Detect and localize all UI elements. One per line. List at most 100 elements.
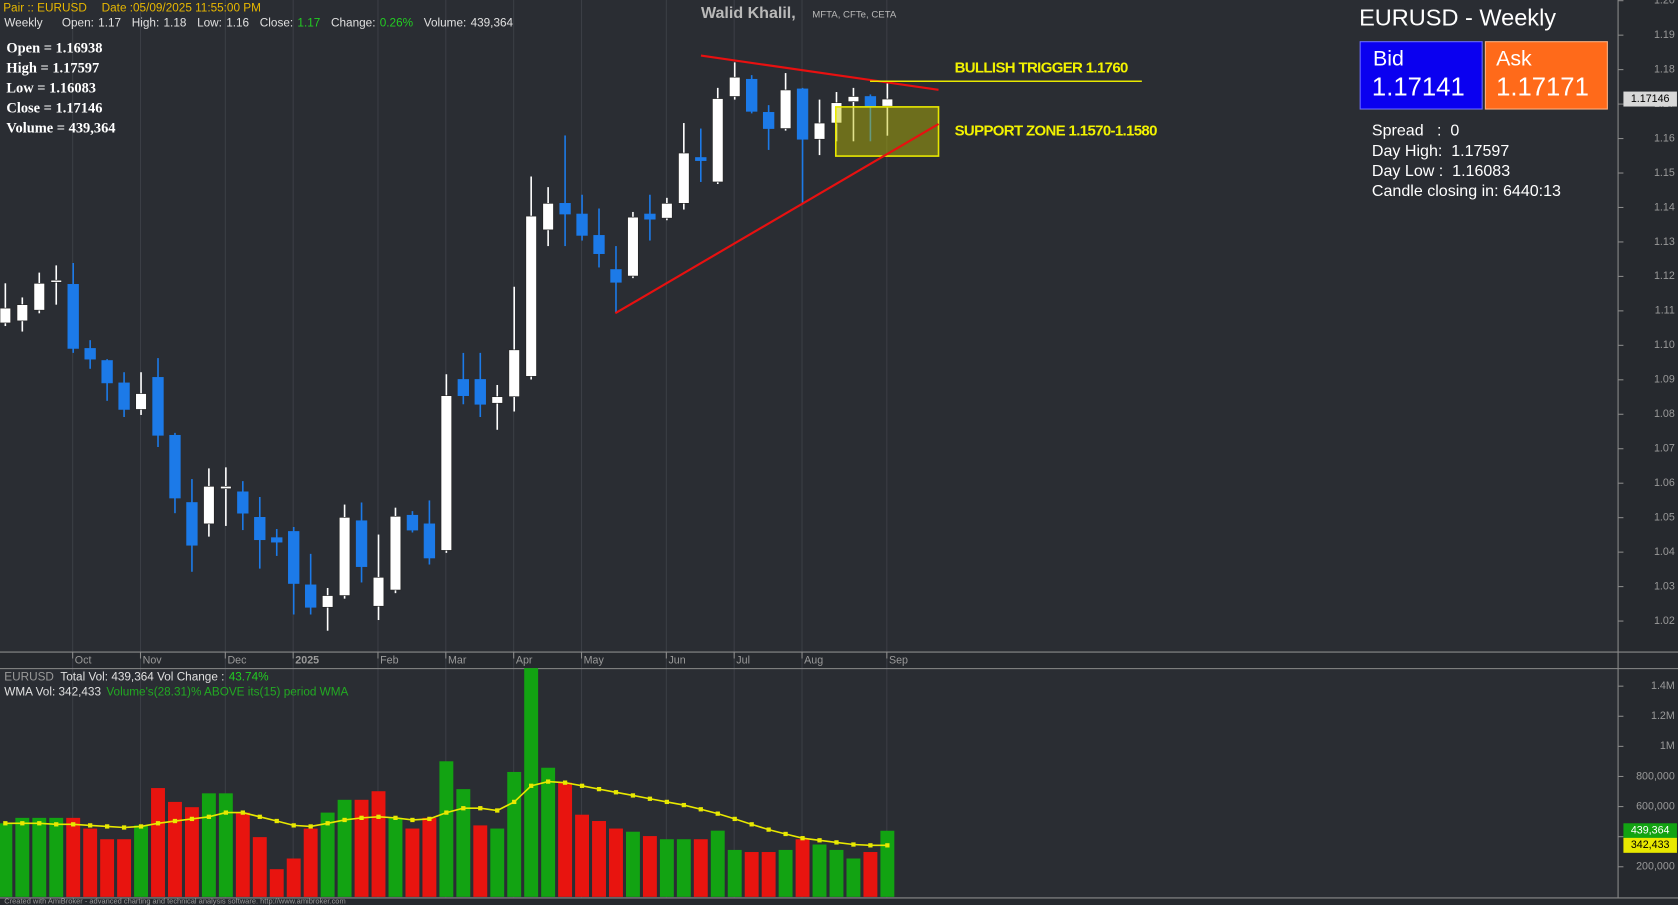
candle-body <box>135 393 147 410</box>
y-tick-label: 1.11 <box>1655 305 1675 317</box>
candle-body <box>678 152 690 204</box>
wma-point <box>834 840 839 845</box>
candle-body <box>542 203 554 231</box>
wma-point <box>630 793 636 798</box>
y-tick-label: 1.07 <box>1654 443 1675 455</box>
wma-point <box>88 823 93 828</box>
candle-body <box>16 304 28 322</box>
candle-body <box>186 502 198 546</box>
wma-point <box>3 821 8 826</box>
x-tick-label: 2025 <box>295 654 319 666</box>
volume-bar <box>49 817 64 897</box>
wma-point <box>206 814 212 819</box>
volume-bar <box>117 839 132 897</box>
volume-bar <box>812 844 827 897</box>
y-tick-label: 1.19 <box>1654 29 1675 41</box>
volume-bar <box>727 849 742 897</box>
wma-point <box>749 822 754 827</box>
volume-bar <box>405 828 420 897</box>
resistance-trendline <box>700 54 939 91</box>
y-tick-label: 1.09 <box>1654 374 1675 386</box>
wma-point <box>715 811 720 816</box>
volume-bar <box>286 858 301 897</box>
volume-bar <box>388 817 403 897</box>
wma-point <box>478 806 483 811</box>
volume-bar <box>83 828 98 897</box>
candle-body <box>406 514 419 531</box>
volume-bar <box>422 817 437 897</box>
ohlc-legend: Open = 1.16938 High = 1.17597 Low = 1.1608… <box>6 40 115 136</box>
credentials: MFTA, CFTe, CETA <box>812 10 897 21</box>
volume-bar <box>184 807 199 897</box>
candle-body <box>762 112 775 129</box>
y-tick-label: 1.08 <box>1654 408 1675 420</box>
x-tick-label: Sep <box>889 654 908 666</box>
candle-body <box>627 216 639 277</box>
y-tick-label: 1.4M <box>1651 680 1675 692</box>
symbol: EURUSD <box>4 671 54 684</box>
volume-bar <box>592 821 606 897</box>
candle-body <box>779 89 792 129</box>
legend-item: Close = 1.17146 <box>6 100 102 116</box>
volume-bar <box>524 668 539 897</box>
wma-point <box>461 806 466 811</box>
wma-point <box>308 824 313 829</box>
annotation: BULLISH TRIGGER 1.1760 <box>955 59 1128 76</box>
x-tick-label: Aug <box>804 654 823 666</box>
volume-bar <box>151 788 165 897</box>
candle-body <box>0 307 12 324</box>
y-tick-label: 600,000 <box>1636 800 1675 812</box>
wma-point <box>121 825 127 830</box>
wma-tag-label: 342,433 <box>1631 839 1670 851</box>
wma-point <box>783 831 788 837</box>
wma-point <box>223 810 228 815</box>
wma-point <box>54 822 59 827</box>
volume-bar <box>541 767 556 897</box>
y-tick-label: 1.12 <box>1654 270 1675 282</box>
wma-point <box>257 814 262 819</box>
candle-body <box>695 157 707 161</box>
candle-body <box>237 491 249 514</box>
annotation: SUPPORT ZONE 1.1570-1.1580 <box>955 122 1158 139</box>
support-trendline <box>614 123 940 315</box>
candle-body <box>33 282 45 311</box>
total-volume: Total Vol: 439,364 Vol Change : <box>60 671 224 684</box>
candle-body <box>644 213 656 220</box>
candle-body <box>118 382 130 410</box>
volume-bar <box>456 789 471 897</box>
wma-point <box>104 824 110 829</box>
ask-label: Ask <box>1496 47 1532 71</box>
volume-bar <box>134 825 149 897</box>
panel-info: Spread : 0 Day High: 1.17597 Day Low : 1.1… <box>1372 122 1561 200</box>
candle-body <box>881 98 894 107</box>
legend-item: Volume = 439,364 <box>6 120 115 136</box>
y-tick-label: 1.10 <box>1654 339 1675 351</box>
legend-item: High = 1.17597 <box>6 60 99 76</box>
quote-value: 1.18 <box>164 17 187 30</box>
ask-value: 1.17171 <box>1496 74 1589 102</box>
quote-label: Open: <box>62 17 94 30</box>
x-tick-label: Feb <box>380 654 398 666</box>
x-tick-label: Dec <box>227 654 247 666</box>
wma-note: Volume's(28.31)% ABOVE its(15) period WM… <box>106 686 348 699</box>
y-tick-label: 1.20 <box>1654 0 1675 7</box>
candle-body <box>203 485 215 525</box>
candle-body <box>84 348 96 360</box>
wma-point <box>800 836 805 841</box>
wma-point <box>71 822 76 827</box>
wma-point <box>37 821 42 826</box>
wma-tag <box>1623 837 1677 853</box>
volume-bar <box>558 782 573 897</box>
candle-body <box>746 78 758 112</box>
wma-point <box>376 814 381 819</box>
candle-body <box>457 379 469 396</box>
candle-body <box>423 523 436 559</box>
price-pane <box>0 0 1618 652</box>
wma-point <box>664 799 670 805</box>
candle-body <box>254 516 266 541</box>
volume-tag-label: 439,364 <box>1631 825 1670 837</box>
wma-point <box>138 824 144 829</box>
y-tick-label: 1.18 <box>1654 63 1675 75</box>
candle-body <box>491 396 503 404</box>
